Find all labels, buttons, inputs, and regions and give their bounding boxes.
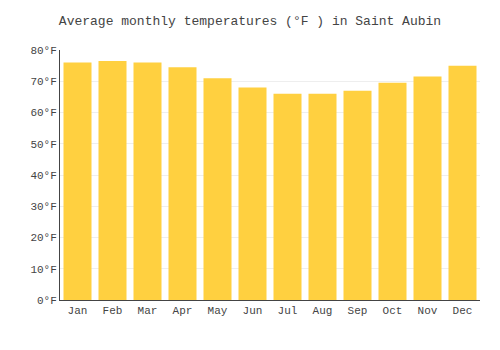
- svg-text:Jan: Jan: [68, 305, 88, 317]
- svg-text:Feb: Feb: [103, 305, 123, 317]
- svg-text:70°F: 70°F: [30, 76, 56, 88]
- svg-text:20°F: 20°F: [30, 232, 56, 244]
- svg-text:30°F: 30°F: [30, 201, 56, 213]
- svg-text:Dec: Dec: [453, 305, 473, 317]
- svg-text:Average monthly temperatures (: Average monthly temperatures (°F ) in Sa…: [59, 14, 441, 29]
- svg-text:Sep: Sep: [348, 305, 368, 317]
- svg-text:80°F: 80°F: [30, 45, 56, 57]
- svg-text:Oct: Oct: [383, 305, 403, 317]
- svg-text:May: May: [208, 305, 228, 317]
- svg-text:60°F: 60°F: [30, 107, 56, 119]
- svg-text:Nov: Nov: [418, 305, 438, 317]
- svg-text:0°F: 0°F: [37, 295, 57, 307]
- svg-text:Aug: Aug: [313, 305, 333, 317]
- svg-text:50°F: 50°F: [30, 139, 56, 151]
- svg-text:40°F: 40°F: [30, 170, 56, 182]
- svg-text:Jul: Jul: [278, 305, 298, 317]
- svg-text:10°F: 10°F: [30, 264, 56, 276]
- svg-text:Apr: Apr: [173, 305, 193, 317]
- svg-text:Jun: Jun: [243, 305, 263, 317]
- svg-text:Mar: Mar: [138, 305, 158, 317]
